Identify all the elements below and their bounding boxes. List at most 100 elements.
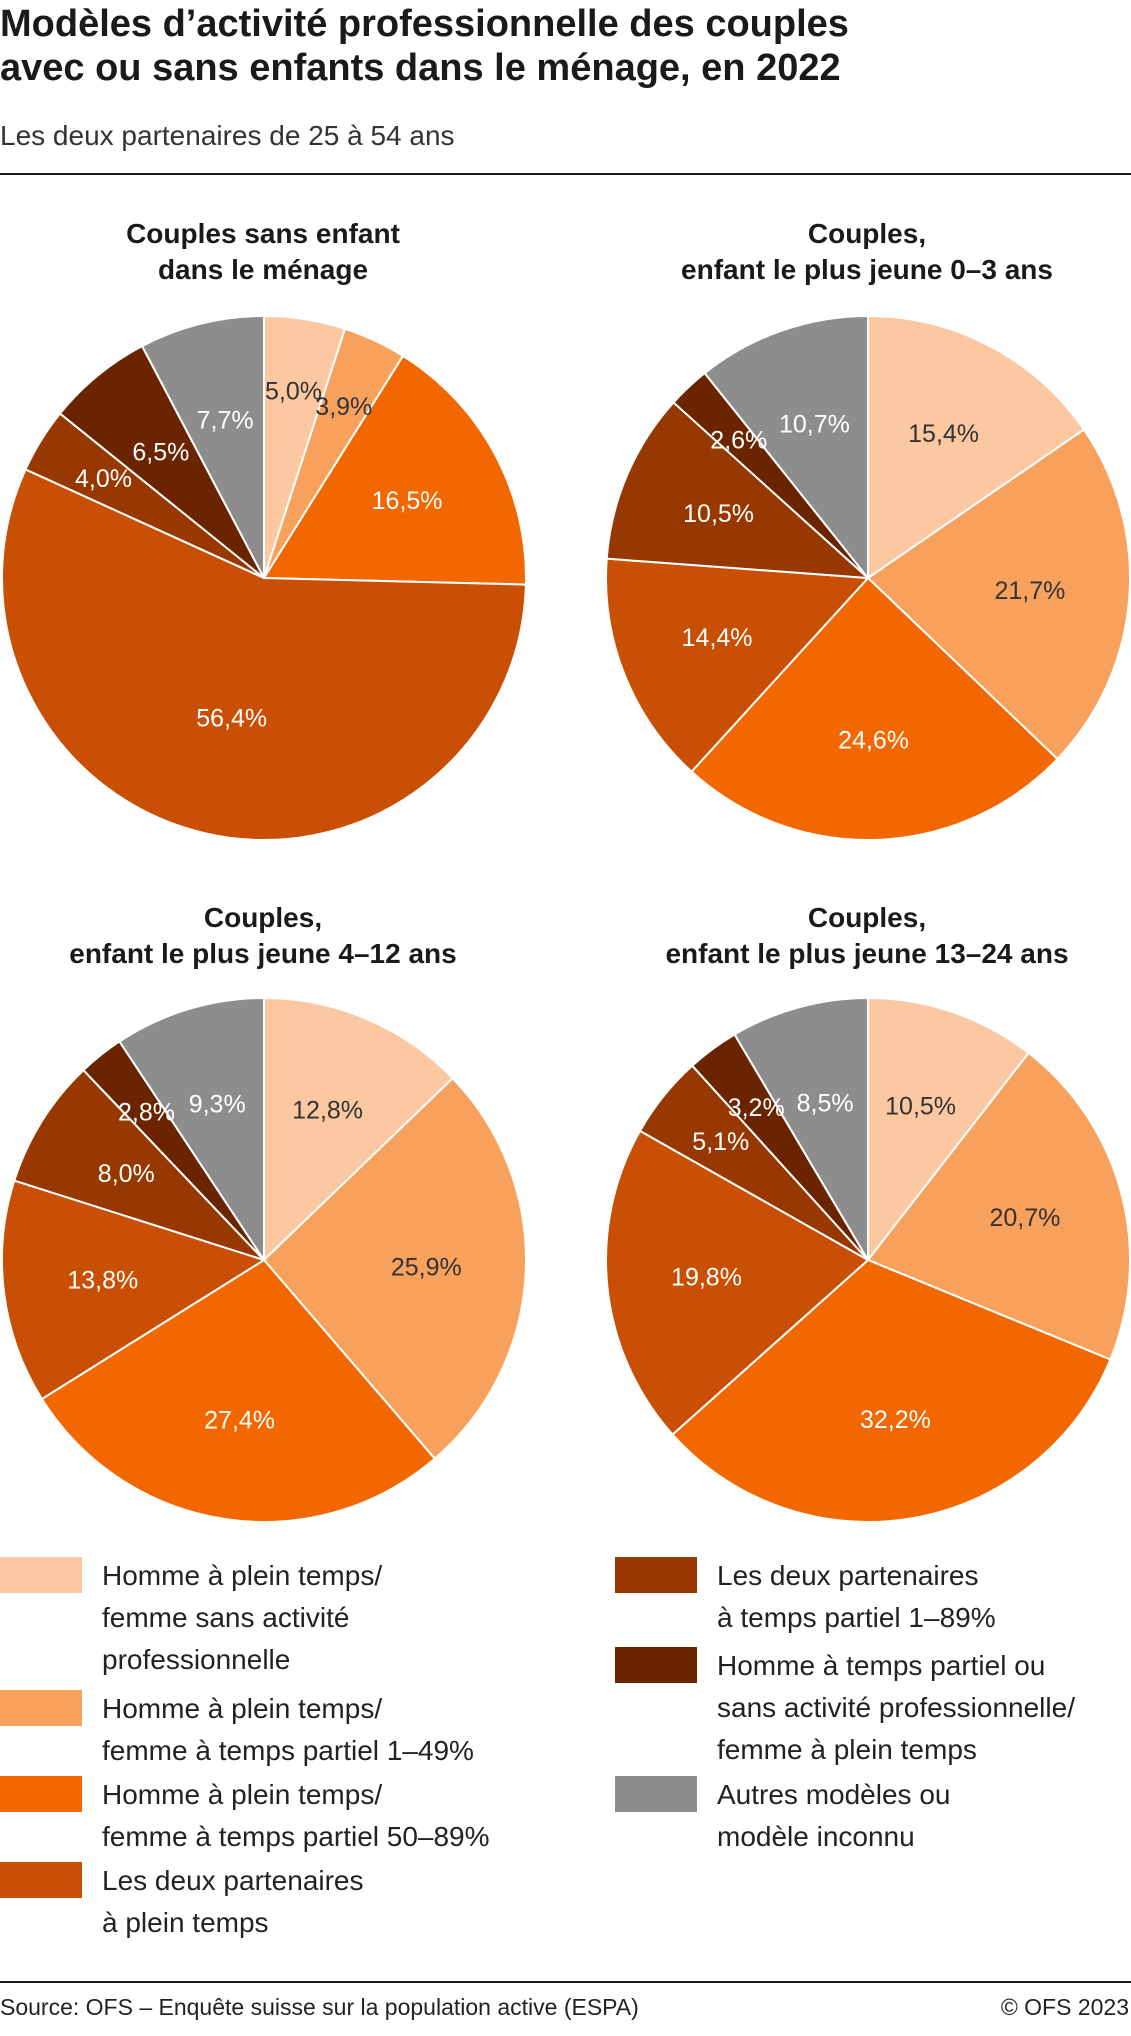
legend-label-5-line-1: Les deux partenaires [717, 1560, 979, 1591]
pie-2-label-4: 14,4% [682, 624, 753, 652]
pie-2-label-1: 15,4% [908, 420, 979, 448]
legend-label-2-line-1: Homme à plein temps/ [102, 1693, 383, 1724]
legend-label-4-line-1: Les deux partenaires [102, 1865, 364, 1896]
pie-2-label-7: 10,7% [779, 411, 850, 439]
pie-1-label-3: 16,5% [372, 487, 443, 515]
legend-label-3: Homme à plein temps/ femme à temps parti… [102, 1774, 490, 1858]
pie-title-4-line-1: Couples, [807, 902, 927, 933]
pie-4-label-7: 8,5% [797, 1089, 854, 1117]
pie-4-label-6: 3,2% [728, 1094, 785, 1122]
pie-3-label-5: 8,0% [98, 1160, 155, 1188]
pie-1-slice-3 [263, 354, 527, 586]
pie-4-slice-2 [867, 1051, 1131, 1361]
pie-3-label-2: 25,9% [391, 1254, 462, 1282]
pie-4-slice-4 [605, 1129, 869, 1436]
pie-4-label-2: 20,7% [989, 1204, 1060, 1232]
pie-2-slice-3 [690, 577, 1059, 841]
pie-1-label-1: 5,0% [265, 378, 322, 406]
pie-3-slice-5 [13, 1069, 265, 1261]
legend-label-1: Homme à plein temps/ femme sans activité… [102, 1555, 382, 1681]
legend-label-1-line-3: professionnelle [102, 1644, 291, 1675]
pie-3-slice-3 [40, 1259, 436, 1523]
pie-chart-enfant-4-12-ans: 12,8% 25,9% 27,4% 13,8% 8,0% 2,8% 9,3% [1, 997, 527, 1523]
legend-swatch-4 [0, 1862, 82, 1898]
pie-1-label-6: 6,5% [132, 439, 189, 467]
pie-1-slice-7 [141, 315, 265, 579]
pie-3-slice-2 [263, 1077, 527, 1460]
chart-title: Modèles d’activité professionnelle des c… [0, 2, 1120, 90]
pie-1-label-4: 56,4% [196, 704, 267, 732]
copyright-note: © OFS 2023 [1000, 1994, 1129, 2020]
pie-4-label-3: 32,2% [860, 1406, 931, 1434]
legend-label-1-line-2: femme sans activité [102, 1602, 350, 1633]
pie-title-2-line-2: enfant le plus jeune 0–3 ans [681, 254, 1053, 285]
pie-2-label-6: 2,6% [710, 427, 767, 455]
pie-2-slice-7 [703, 315, 869, 579]
chart-title-line-1: Modèles d’activité professionnelle des c… [0, 3, 849, 45]
legend-label-2-line-2: femme à temps partiel 1–49% [102, 1735, 474, 1766]
chart-title-line-2: avec ou sans enfants dans le ménage, en … [0, 47, 841, 89]
pie-2-label-5: 10,5% [683, 500, 754, 528]
legend-swatch-2 [0, 1690, 82, 1726]
legend-swatch-6 [615, 1647, 697, 1683]
pie-4-slice-1 [867, 997, 1030, 1261]
legend-label-5: Les deux partenaires à temps partiel 1–8… [717, 1555, 996, 1639]
pie-chart-enfant-13-24-ans: 10,5% 20,7% 32,2% 19,8% 5,1% 3,2% 8,5% [605, 997, 1131, 1523]
legend-label-4-line-2: à plein temps [102, 1907, 269, 1938]
pie-title-2-line-1: Couples, [807, 218, 927, 249]
pie-4-label-4: 19,8% [671, 1263, 742, 1291]
pie-4-slice-3 [671, 1259, 1112, 1523]
pie-3-slice-4 [1, 1179, 265, 1400]
pie-3-slice-7 [118, 997, 265, 1261]
pie-3-label-3: 27,4% [204, 1407, 275, 1435]
legend-label-3-line-2: femme à temps partiel 50–89% [102, 1821, 490, 1852]
pie-1-label-7: 7,7% [197, 406, 254, 434]
legend-label-6: Homme à temps partiel ou sans activité p… [717, 1645, 1075, 1771]
pie-4-label-5: 5,1% [692, 1128, 749, 1156]
pie-2-slice-4 [605, 557, 869, 773]
pie-3-label-6: 2,8% [118, 1098, 175, 1126]
legend-label-7-line-1: Autres modèles ou [717, 1779, 951, 1810]
pie-3-label-4: 13,8% [67, 1266, 138, 1294]
pie-title-4-line-2: enfant le plus jeune 13–24 ans [665, 938, 1069, 969]
top-divider [0, 173, 1131, 175]
legend-swatch-7 [615, 1776, 697, 1812]
pie-2-label-3: 24,6% [838, 726, 909, 754]
pie-chart-couples-sans-enfant: 5,0%3,9% 16,5% 56,4% 4,0%6,5% 7,7% [1, 315, 527, 841]
pie-chart-enfant-0-3-ans: 15,4% 21,7% 24,6% 14,4% 10,5% 2,6% 10,7% [605, 315, 1131, 841]
legend-label-3-line-1: Homme à plein temps/ [102, 1779, 383, 1810]
pie-3-slice-1 [263, 997, 454, 1261]
legend-label-7: Autres modèles ou modèle inconnu [717, 1774, 950, 1858]
legend-swatch-3 [0, 1776, 82, 1812]
pie-title-1-line-2: dans le ménage [157, 254, 369, 285]
legend-label-5-line-2: à temps partiel 1–89% [717, 1602, 996, 1633]
legend-label-6-line-2: sans activité professionnelle/ [717, 1692, 1075, 1723]
pie-2-label-2: 21,7% [994, 577, 1065, 605]
legend-swatch-5 [615, 1557, 697, 1593]
legend-label-2: Homme à plein temps/ femme à temps parti… [102, 1688, 474, 1772]
pie-title-3: Couples, enfant le plus jeune 4–12 ans [0, 900, 543, 972]
legend-label-6-line-3: femme à plein temps [717, 1734, 977, 1765]
pie-1-slice-4 [1, 468, 527, 841]
legend-label-4: Les deux partenaires à plein temps [102, 1860, 364, 1944]
pie-1-label-5: 4,0% [75, 465, 132, 493]
pie-4-label-1: 10,5% [885, 1092, 956, 1120]
legend-label-6-line-1: Homme à temps partiel ou [717, 1650, 1046, 1681]
pie-title-3-line-2: enfant le plus jeune 4–12 ans [69, 938, 457, 969]
pie-4-slice-7 [733, 997, 869, 1261]
chart-subtitle: Les deux partenaires de 25 à 54 ans [0, 120, 455, 151]
pie-title-1: Couples sans enfant dans le ménage [0, 216, 543, 288]
pie-title-3-line-1: Couples, [203, 902, 323, 933]
legend-label-7-line-2: modèle inconnu [717, 1821, 915, 1852]
pie-title-4: Couples, enfant le plus jeune 13–24 ans [587, 900, 1131, 972]
source-note: Source: OFS – Enquête suisse sur la popu… [0, 1994, 639, 2020]
legend-swatch-1 [0, 1557, 82, 1593]
pie-3-label-1: 12,8% [292, 1097, 363, 1125]
bottom-divider [0, 1981, 1131, 1983]
pie-title-1-line-1: Couples sans enfant [126, 218, 400, 249]
pie-3-label-7: 9,3% [189, 1090, 246, 1118]
pie-2-slice-1 [867, 315, 1085, 579]
pie-1-label-2: 3,9% [315, 393, 372, 421]
pie-2-slice-5 [605, 401, 869, 579]
pie-2-slice-2 [867, 428, 1131, 760]
